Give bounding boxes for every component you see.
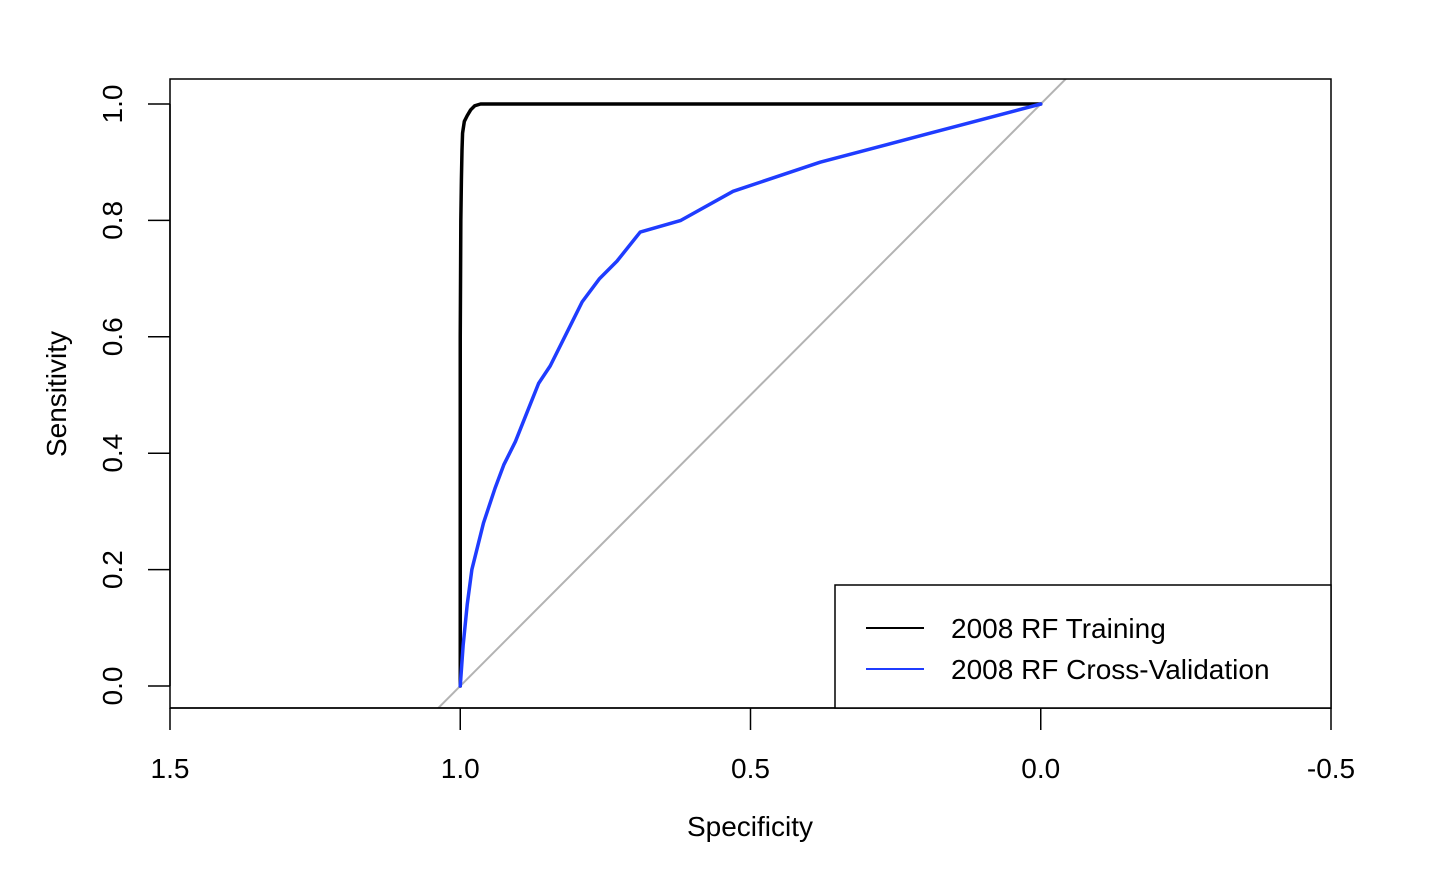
legend-label: 2008 RF Cross-Validation <box>951 654 1270 685</box>
x-axis-title: Specificity <box>687 811 813 842</box>
plot-area <box>436 79 1068 708</box>
series-line-cross-validation <box>458 102 1043 688</box>
y-tick-label: 0.0 <box>97 667 128 706</box>
y-tick-label: 0.4 <box>97 434 128 473</box>
x-tick-label: 1.5 <box>151 753 190 784</box>
legend-box <box>834 584 1332 709</box>
x-tick-label: 1.0 <box>441 753 480 784</box>
legend-label: 2008 RF Training <box>951 613 1166 644</box>
x-tick-label: 0.0 <box>1021 753 1060 784</box>
legend: 2008 RF Training 2008 RF Cross-Validation <box>834 584 1332 709</box>
y-tick-label: 1.0 <box>97 85 128 124</box>
x-tick-label: -0.5 <box>1307 753 1355 784</box>
series-line-training <box>458 102 1043 688</box>
reference-diagonal-line <box>436 79 1068 708</box>
x-tick-label: 0.5 <box>731 753 770 784</box>
y-tick-label: 0.8 <box>97 201 128 240</box>
y-tick-label: 0.6 <box>97 317 128 356</box>
y-tick-label: 0.2 <box>97 550 128 589</box>
y-axis-title: Sensitivity <box>41 331 72 457</box>
